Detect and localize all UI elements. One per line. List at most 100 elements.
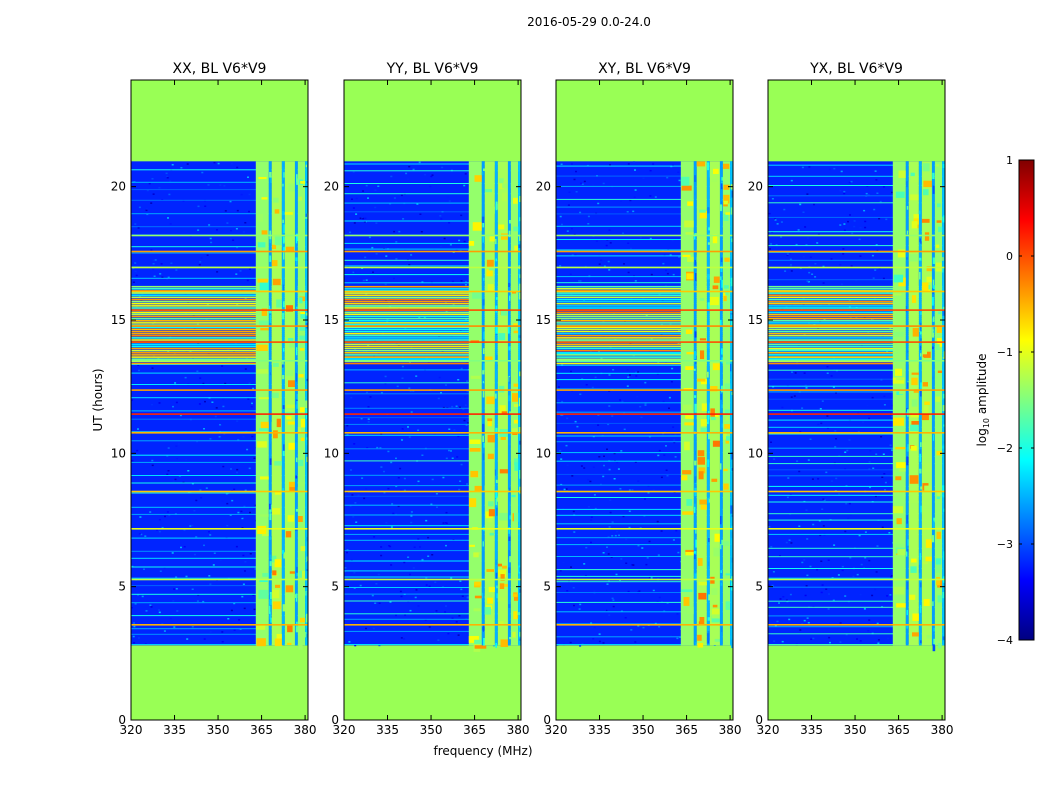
band-column: [271, 161, 282, 646]
x-tick-label: 320: [757, 723, 780, 737]
panel-title: XX, BL V6*V9: [173, 61, 267, 77]
colorbar-tick-label: −1: [997, 346, 1013, 359]
x-tick-label: 320: [333, 723, 356, 737]
x-tick-label: 380: [294, 723, 317, 737]
plot-frame: [767, 79, 946, 721]
y-tick-label: 0: [331, 713, 339, 727]
rfi-row: [131, 360, 308, 362]
rfi-row: [768, 360, 945, 362]
rfi-row: [768, 432, 945, 434]
y-tick-label: 0: [543, 713, 551, 727]
heatmap-yx: [768, 80, 945, 720]
x-tick-label: 350: [632, 723, 655, 737]
rfi-row: [556, 360, 733, 362]
y-tick-label: 0: [755, 713, 763, 727]
heatmap-xy: [556, 80, 733, 720]
colorbar-tick-label: 0: [1006, 250, 1013, 263]
rfi-row: [344, 341, 521, 343]
rfi-row: [556, 624, 733, 626]
rfi-row: [131, 528, 308, 530]
x-tick-label: 380: [931, 723, 954, 737]
bright-band: [892, 161, 945, 652]
bright-band: [680, 161, 733, 649]
rfi-row: [344, 389, 521, 391]
x-tick-label: 365: [675, 723, 698, 737]
rfi-row: [344, 413, 521, 415]
y-tick-label: 0: [118, 713, 126, 727]
rfi-row: [768, 266, 945, 269]
rfi-row: [556, 341, 733, 343]
panel-title: YY, BL V6*V9: [386, 61, 479, 77]
rfi-row: [344, 290, 521, 293]
band-column: [918, 161, 922, 646]
band-column: [497, 161, 508, 646]
rfi-row: [131, 413, 308, 415]
band-column: [510, 161, 519, 646]
y-tick-label: 5: [543, 580, 551, 594]
y-tick-label: 15: [111, 313, 126, 327]
colorbar-tick-label: −3: [997, 538, 1013, 551]
rfi-row: [131, 250, 308, 253]
x-tick-label: 320: [545, 723, 568, 737]
band-column: [709, 161, 720, 646]
rfi-row: [556, 413, 733, 415]
rfi-row: [131, 432, 308, 434]
band-column: [892, 161, 906, 646]
panel-xy: XY, BL V6*V9 320 335 350 365 380 0 5 10 15 20: [536, 61, 742, 737]
rfi-row: [344, 234, 521, 237]
flagged-rows: [131, 234, 308, 626]
heatmap-xx: [131, 80, 308, 720]
panel-xx: XX, BL V6*V9 320 335 350 365 380 0 5 10 15 20: [111, 61, 317, 737]
x-tick-label: 350: [420, 723, 443, 737]
x-tick-label: 335: [800, 723, 823, 737]
rfi-row: [344, 624, 521, 626]
flagged-rows: [768, 234, 945, 626]
x-tick-label: 365: [887, 723, 910, 737]
plot-frame: [343, 79, 522, 721]
panel-title: XY, BL V6*V9: [598, 61, 691, 77]
rfi-row: [556, 266, 733, 269]
rfi-row: [131, 234, 308, 237]
rfi-row: [768, 250, 945, 253]
rfi-row: [768, 325, 945, 327]
rfi-row: [556, 490, 733, 493]
rfi-row: [344, 325, 521, 327]
band-column: [281, 161, 285, 646]
band-column: [719, 161, 723, 646]
x-tick-label: 320: [120, 723, 143, 737]
rfi-row: [768, 528, 945, 530]
bright-band: [255, 161, 308, 650]
y-tick-label: 10: [536, 446, 551, 460]
band-column: [706, 161, 710, 646]
rfi-row: [556, 250, 733, 253]
colorbar-tick-label: 1: [1006, 154, 1013, 167]
rfi-row: [344, 250, 521, 253]
band-column: [297, 161, 306, 646]
rfi-row: [131, 266, 308, 269]
rfi-row: [768, 578, 945, 581]
rfi-row: [344, 528, 521, 530]
y-tick-label: 10: [748, 446, 763, 460]
band-column: [730, 161, 733, 646]
rfi-row: [344, 309, 521, 311]
rfi-row: [768, 290, 945, 293]
colorbar-label: log10 amplitude: [975, 354, 991, 447]
y-tick-label: 20: [748, 180, 763, 194]
rfi-row: [344, 578, 521, 581]
panel-title: YX, BL V6*V9: [809, 61, 903, 77]
band-column: [268, 161, 272, 646]
band-column: [934, 161, 943, 646]
band-column: [931, 161, 935, 646]
heatmap-yy: [344, 80, 521, 720]
band-column: [905, 161, 909, 646]
y-tick-label: 15: [324, 313, 339, 327]
flagged-rows: [556, 234, 733, 626]
bright-band: [468, 161, 521, 652]
y-tick-label: 5: [331, 580, 339, 594]
y-tick-label: 20: [536, 180, 551, 194]
y-tick-label: 10: [324, 446, 339, 460]
colorbar-ticks: −4 −3 −2 −1 0 1: [997, 154, 1034, 647]
rfi-row: [344, 266, 521, 269]
colorbar-tick-label: −4: [997, 634, 1013, 647]
rfi-row: [768, 234, 945, 237]
